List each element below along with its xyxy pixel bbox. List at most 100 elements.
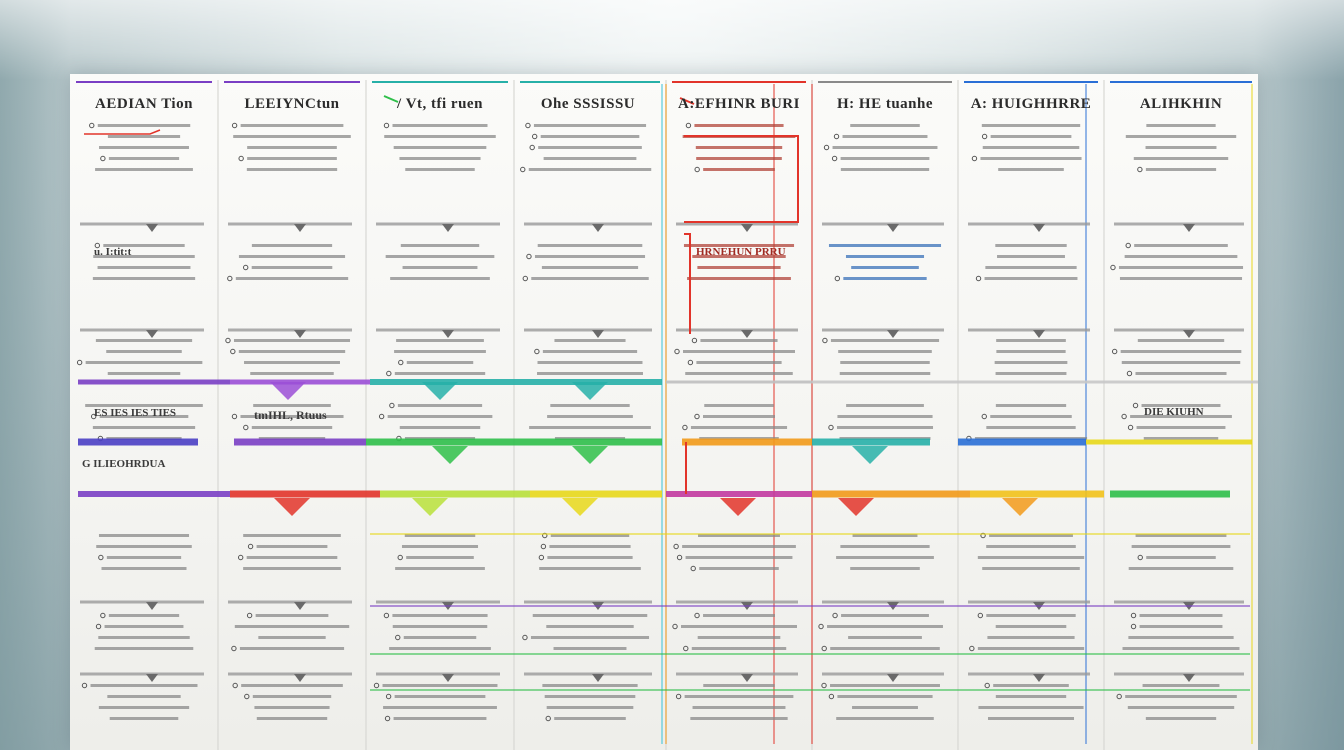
text-line <box>540 135 640 138</box>
bullet-mark <box>1137 166 1143 173</box>
text-line <box>1142 684 1220 687</box>
text-line <box>699 567 779 570</box>
text-line <box>850 124 920 127</box>
timeline-chevron <box>432 446 468 464</box>
row-label-col1-lower: G ILIEOHRDUA <box>82 458 166 470</box>
bullet-mark <box>545 715 551 722</box>
text-line <box>842 135 928 138</box>
bullet-mark <box>531 133 538 140</box>
text-line <box>986 426 1076 429</box>
column-3: / Vt, tfi ruen <box>366 74 514 750</box>
background-haze-right <box>1254 0 1344 750</box>
text-line <box>685 372 793 375</box>
text-line <box>403 636 477 639</box>
separator-arrow <box>1033 224 1045 232</box>
text-line <box>546 706 634 709</box>
bullet-mark <box>694 413 700 420</box>
bullet-mark <box>525 122 531 129</box>
separator-arrow <box>741 330 753 338</box>
bullet-mark <box>834 275 841 282</box>
timeline-chevron <box>572 382 608 400</box>
text-line <box>1119 277 1243 280</box>
text-line <box>99 146 189 149</box>
text-line <box>541 266 639 269</box>
text-line <box>987 717 1075 720</box>
text-line <box>97 266 191 269</box>
text-line <box>704 404 774 407</box>
text-line <box>993 684 1069 687</box>
text-line <box>690 426 788 429</box>
text-line <box>247 157 337 160</box>
timeline-chevron <box>1002 498 1038 516</box>
text-line <box>1118 266 1244 269</box>
row-label-col8-band: DIE KIUHN <box>1144 406 1204 418</box>
text-line <box>554 717 626 720</box>
text-line <box>384 135 496 138</box>
text-line <box>547 556 633 559</box>
text-line <box>683 244 795 247</box>
bullet-mark <box>694 612 700 619</box>
text-line <box>694 124 784 127</box>
timeline-band <box>78 438 198 446</box>
bullet-mark <box>682 424 688 431</box>
text-line <box>554 339 626 342</box>
bullet-mark <box>674 348 680 355</box>
text-line <box>397 404 483 407</box>
text-line <box>836 556 934 559</box>
text-line <box>382 684 498 687</box>
separator-arrow <box>294 674 306 682</box>
text-line <box>989 534 1073 537</box>
text-line <box>684 695 794 698</box>
text-line <box>95 339 193 342</box>
text-line <box>104 625 184 628</box>
title-accent <box>84 129 161 135</box>
text-line <box>94 647 194 650</box>
text-line <box>243 567 341 570</box>
bullet-mark <box>977 612 984 619</box>
bullet-mark <box>243 264 249 271</box>
text-line <box>393 146 487 149</box>
text-line <box>107 135 181 138</box>
text-line <box>1145 717 1217 720</box>
bullet-mark <box>100 155 106 162</box>
text-line <box>252 695 332 698</box>
text-line <box>107 372 181 375</box>
text-line <box>851 266 919 269</box>
text-line <box>984 277 1078 280</box>
separator-arrow <box>146 602 158 610</box>
timeline-chevron <box>720 498 756 516</box>
text-line <box>1122 647 1240 650</box>
text-line <box>830 647 940 650</box>
bullet-mark <box>89 122 95 129</box>
bullet-mark <box>1127 424 1134 431</box>
timeline-band <box>530 490 662 498</box>
text-line <box>96 545 192 548</box>
bullet-mark <box>1125 242 1131 249</box>
text-line <box>404 534 476 537</box>
text-line <box>839 372 931 375</box>
text-line <box>696 361 782 364</box>
title-accent <box>383 95 399 103</box>
text-line <box>827 625 943 628</box>
bullet-mark <box>384 715 391 722</box>
bullet-mark <box>397 554 403 561</box>
text-line <box>92 426 196 429</box>
column-2: LEEIYNCtun <box>218 74 366 750</box>
text-line <box>244 361 340 364</box>
bullet-mark <box>984 682 990 689</box>
text-line <box>92 277 196 280</box>
text-line <box>108 614 180 617</box>
text-line <box>1145 146 1217 149</box>
timeline-chevron <box>422 382 458 400</box>
bullet-mark <box>1130 623 1137 630</box>
text-line <box>702 415 776 418</box>
timeline-board: AEDIAN Tion LEEIYNCtun / Vt, tfi ruen Oh… <box>70 74 1258 750</box>
bullet-mark <box>975 275 982 282</box>
timeline-band <box>1110 490 1230 498</box>
text-line <box>547 415 633 418</box>
text-line <box>990 415 1072 418</box>
text-line <box>542 350 638 353</box>
text-line <box>99 415 189 418</box>
text-line <box>698 534 780 537</box>
text-line <box>828 244 942 247</box>
